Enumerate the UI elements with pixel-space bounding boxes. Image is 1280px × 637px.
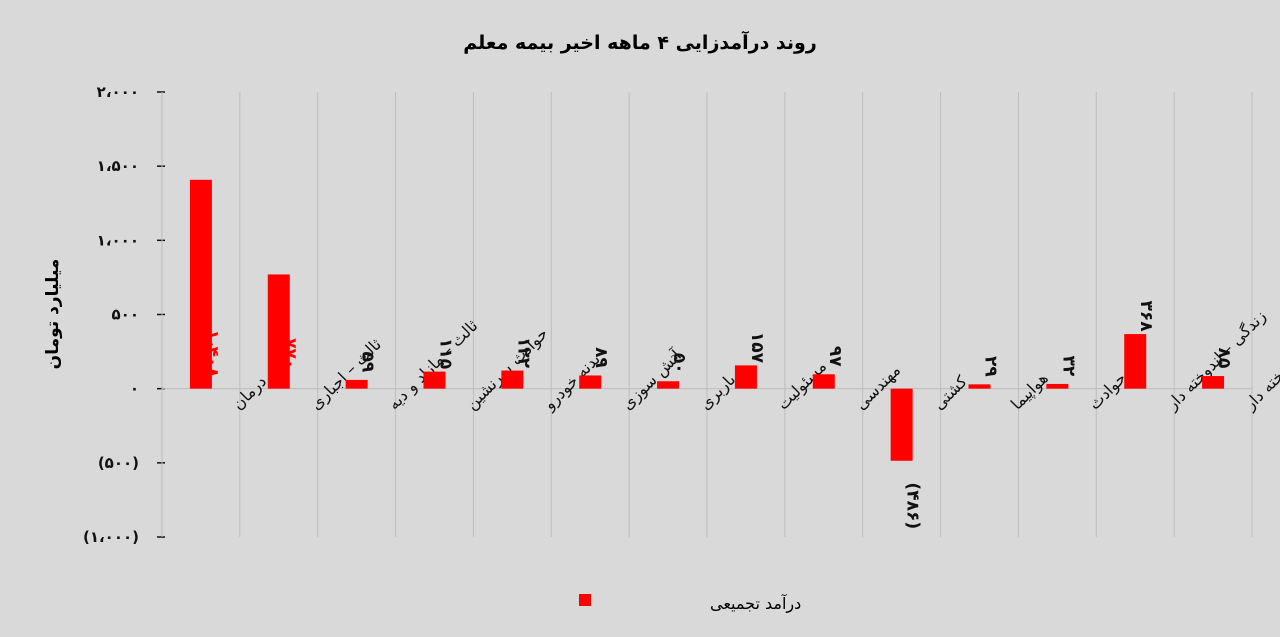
data-label: ۱۲۲ (513, 337, 533, 369)
category-label: کشتی (929, 371, 971, 413)
bar (267, 274, 290, 389)
data-label: ۹۷ (825, 346, 845, 367)
data-label: ۸۹ (591, 347, 611, 368)
y-tick-label: (۱،۰۰۰) (83, 528, 139, 546)
y-tick-label: ۱،۵۰۰ (97, 157, 139, 175)
bar (579, 375, 602, 389)
chart-title: روند درآمدزایی ۴ ماهه اخیر بیمه معلم (463, 30, 817, 54)
bar (345, 379, 368, 389)
data-label: ۸۵ (1214, 348, 1234, 369)
data-label: ۱۱۵ (436, 338, 456, 369)
bar (812, 374, 835, 389)
y-tick-label: ۲،۰۰۰ (97, 83, 139, 101)
category-label: حوادث سرنشین (462, 324, 552, 414)
category-label: حوادث (1085, 368, 1131, 414)
y-axis-label: میلیارد تومان (43, 259, 63, 370)
bar (734, 365, 757, 389)
bar (189, 179, 212, 389)
bar (423, 371, 446, 389)
bar (1202, 376, 1225, 389)
bar (1124, 334, 1147, 389)
data-label: ۱،۴۰۸ (202, 330, 222, 379)
y-tick-label: ۱،۰۰۰ (97, 231, 139, 249)
data-label: ۳۲ (1058, 356, 1078, 377)
category-label: هواپیما (1007, 369, 1053, 415)
bar (968, 384, 991, 389)
data-label: ۲۹ (981, 356, 1001, 377)
data-label: ۵۹ (358, 352, 378, 373)
data-label: ۱۵۷ (747, 332, 767, 364)
data-label: (۴۸۶) (903, 482, 923, 529)
category-label: باربری (695, 370, 739, 414)
data-label: ۷۷۰ (280, 338, 300, 369)
y-tick-label: ۵۰۰ (112, 306, 139, 324)
data-label: ۵۰ (669, 353, 689, 374)
bar (890, 388, 913, 461)
legend-label: درآمد تجمیعی (710, 594, 801, 614)
y-tick-label: ۰ (130, 380, 139, 398)
bar (657, 381, 680, 389)
bar (1046, 383, 1069, 389)
category-label: درمان (228, 372, 270, 414)
bar (501, 370, 524, 389)
y-tick-label: (۵۰۰) (98, 454, 139, 472)
legend-swatch (579, 594, 591, 606)
data-label: ۳۶۸ (1136, 301, 1156, 333)
category-label: زندگی – غیر اندوخته دار (1240, 287, 1280, 415)
